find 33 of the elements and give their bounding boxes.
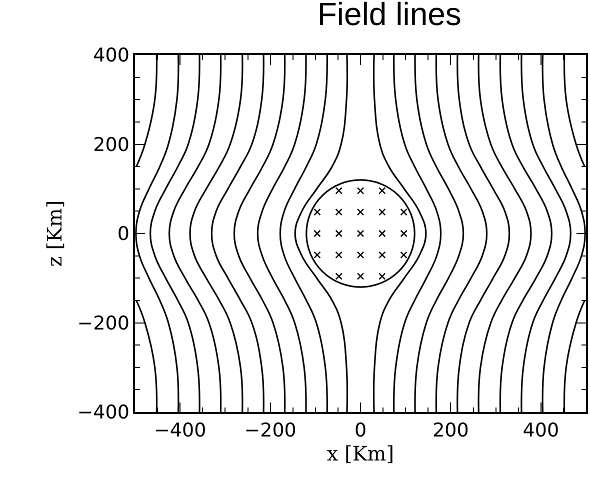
y-axis-title: z [Km]	[42, 200, 66, 267]
point	[314, 230, 321, 238]
point	[335, 187, 342, 194]
point	[314, 251, 321, 259]
point	[400, 251, 408, 259]
chart-title: Field lines	[317, 0, 462, 32]
x-tick-label: −400	[154, 420, 206, 442]
point	[356, 187, 364, 194]
point	[400, 208, 408, 216]
y-tick-label: 400	[93, 44, 130, 67]
y-tick-label: −200	[77, 312, 130, 334]
point	[378, 251, 386, 259]
point	[356, 251, 364, 259]
y-tick-label: 200	[93, 134, 130, 156]
point	[378, 208, 386, 216]
point	[314, 208, 321, 216]
point	[356, 208, 364, 216]
point	[335, 272, 342, 280]
x-tick-label: 400	[522, 420, 560, 442]
point	[378, 187, 386, 194]
point	[356, 272, 364, 280]
x-tick-label: 200	[432, 420, 469, 442]
x-tick-label: −200	[244, 420, 296, 442]
point	[400, 230, 408, 238]
y-tick-label: −400	[77, 402, 130, 424]
point	[378, 272, 386, 280]
point	[378, 230, 386, 238]
x-axis-title: x [Km]	[326, 442, 394, 466]
x-tick-label: 0	[354, 420, 367, 442]
point	[335, 230, 342, 238]
y-tick-label: 0	[117, 223, 130, 246]
point	[335, 208, 342, 216]
point	[335, 251, 342, 259]
